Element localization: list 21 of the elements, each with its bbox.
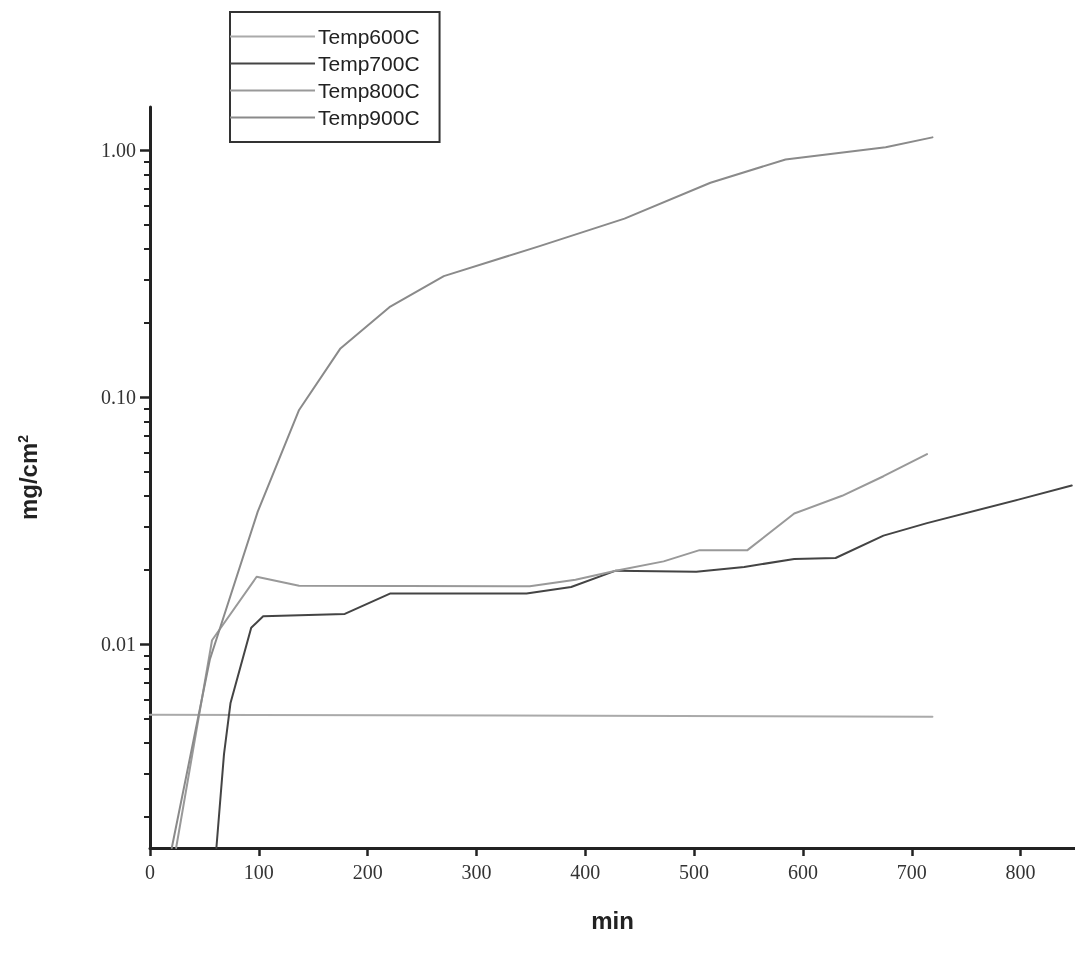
x-tick-label: 100 xyxy=(243,861,274,883)
line-series xyxy=(175,453,928,849)
legend-label: Temp900C xyxy=(318,106,420,129)
x-tick-label: 400 xyxy=(570,861,601,883)
x-axis-title: min xyxy=(591,906,634,934)
y-tick-label: 0.10 xyxy=(101,386,136,409)
x-tick-label: 500 xyxy=(679,861,710,883)
line-series xyxy=(215,484,1073,849)
x-tick-label: 300 xyxy=(461,861,492,883)
legend-label: Temp800C xyxy=(318,79,420,102)
x-tick-label: 700 xyxy=(896,861,927,883)
x-tick-label: 200 xyxy=(352,861,383,883)
y-tick-label: 0.01 xyxy=(101,633,136,656)
y-axis-title: mg/cm2 xyxy=(14,434,42,521)
legend-label: Temp600C xyxy=(318,25,420,48)
line-series xyxy=(170,136,934,849)
y-tick-label: 1.00 xyxy=(101,139,136,162)
x-tick-label: 0 xyxy=(145,861,155,883)
legend-label: Temp700C xyxy=(318,52,420,75)
x-tick-label: 800 xyxy=(1005,861,1036,883)
x-tick-label: 600 xyxy=(787,861,818,883)
